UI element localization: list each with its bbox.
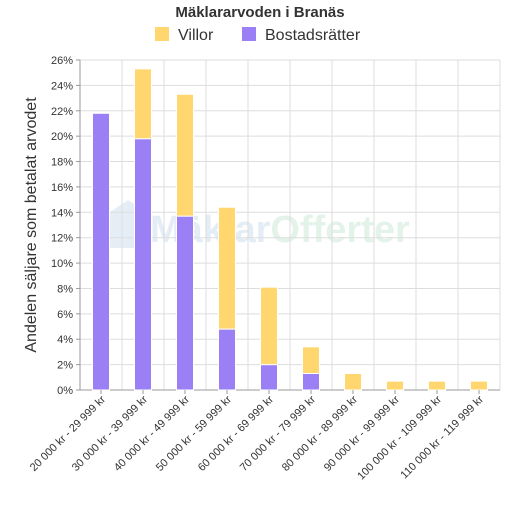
y-tick-label: 12% (51, 233, 73, 245)
legend-swatch (242, 27, 256, 41)
legend-label[interactable]: Villor (178, 27, 214, 44)
x-tick-label: 50 000 kr - 59 999 kr (154, 393, 234, 473)
bar-segment[interactable] (176, 93, 194, 217)
y-ticks: 0% 2% 4% 6% 8% 10% 12% 14% 16% 18% 20% 22% 24% 26% (51, 55, 80, 397)
y-tick-label: 24% (51, 80, 73, 92)
legend-swatch (155, 27, 169, 41)
x-tick-label: 70 000 kr - 79 999 kr (238, 393, 318, 473)
bars (92, 68, 488, 391)
bar-segment[interactable] (302, 346, 320, 375)
bar-segment[interactable] (260, 286, 278, 366)
bar-segment[interactable] (176, 215, 194, 391)
x-tick-label: 80 000 kr - 89 999 kr (280, 393, 360, 473)
y-tick-label: 26% (51, 55, 73, 67)
watermark-part2: Offerter (270, 209, 410, 251)
bar-segment[interactable] (302, 373, 320, 391)
y-tick-label: 2% (57, 360, 73, 372)
x-tick-label: 100 000 kr - 109 999 kr (355, 393, 444, 482)
y-tick-label: 6% (57, 309, 73, 321)
bar-segment[interactable] (428, 380, 446, 391)
watermark-part1: Mäklar (150, 209, 271, 251)
x-tick-label: 30 000 kr - 39 999 kr (70, 393, 150, 473)
y-tick-label: 4% (57, 334, 73, 346)
y-tick-label: 8% (57, 283, 73, 295)
bar-segment[interactable] (134, 138, 152, 391)
x-tick-label: 20 000 kr - 29 999 kr (28, 393, 108, 473)
x-tick-label: 110 000 kr - 119 999 kr (398, 393, 486, 481)
bar-segment[interactable] (470, 380, 488, 391)
legend-label[interactable]: Bostadsrätter (265, 27, 361, 44)
y-tick-label: 22% (51, 106, 73, 118)
x-tick-label: 40 000 kr - 49 999 kr (112, 393, 192, 473)
chart-title: Mäklararvoden i Branäs (175, 4, 344, 21)
bar-segment[interactable] (92, 112, 110, 391)
y-tick-label: 20% (51, 131, 73, 143)
y-axis-label: Andelen säljare som betalat arvodet (23, 97, 40, 353)
bar-segment[interactable] (386, 380, 404, 391)
x-tick-label: 90 000 kr - 99 999 kr (322, 393, 402, 473)
y-tick-label: 0% (57, 385, 73, 397)
bar-segment[interactable] (344, 373, 362, 391)
legend: Villor Bostadsrätter (155, 27, 361, 44)
y-tick-label: 16% (51, 182, 73, 194)
bar-segment[interactable] (134, 68, 152, 140)
x-tick-label: 60 000 kr - 69 999 kr (196, 393, 276, 473)
bar-segment[interactable] (260, 364, 278, 391)
watermark-text: MäklarOfferter (150, 209, 410, 251)
watermark: MäklarOfferter (110, 200, 410, 251)
bar-segment[interactable] (218, 206, 236, 330)
y-tick-label: 14% (51, 207, 73, 219)
bar-segment[interactable] (218, 328, 236, 391)
y-tick-label: 10% (51, 258, 73, 270)
y-tick-label: 18% (51, 157, 73, 169)
